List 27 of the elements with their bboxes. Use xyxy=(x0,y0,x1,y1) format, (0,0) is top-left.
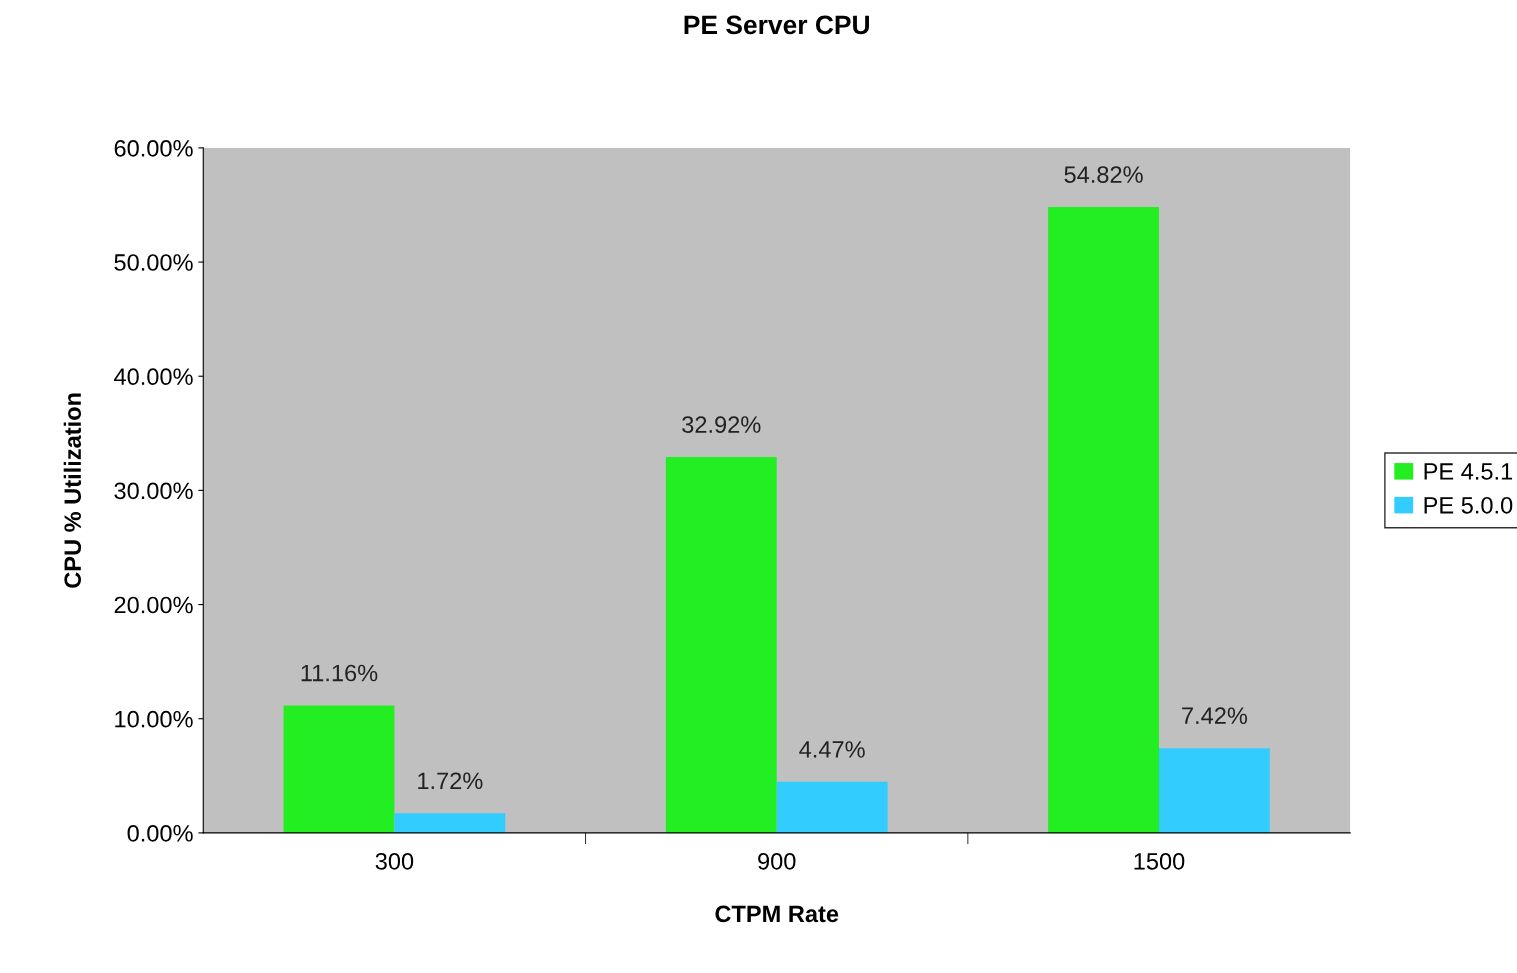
data-label: 1.72% xyxy=(418,772,483,790)
y-tick-label: 30.00% xyxy=(114,482,193,500)
legend-label: PE 5.0.0 xyxy=(1424,496,1513,514)
y-tick-label: 60.00% xyxy=(114,139,193,157)
y-tick-label: 40.00% xyxy=(114,368,193,386)
data-label: 7.42% xyxy=(1182,707,1248,724)
data-label: 54.82% xyxy=(1064,166,1143,183)
data-label: 4.47% xyxy=(799,741,865,758)
y-axis-title: CPU % Utilization xyxy=(63,393,82,588)
bar xyxy=(665,457,777,833)
x-tick-label: 1500 xyxy=(1134,852,1185,870)
y-tick-label: 0.00% xyxy=(127,824,193,842)
legend-label: PE 4.5.1 xyxy=(1424,463,1513,480)
data-label: 32.92% xyxy=(682,416,761,433)
x-tick-label: 900 xyxy=(758,852,796,870)
x-axis-title: CTPM Rate xyxy=(715,905,839,923)
bar xyxy=(1158,748,1270,833)
bar xyxy=(283,705,395,833)
y-tick-label: 50.00% xyxy=(114,254,193,271)
bar xyxy=(1048,207,1159,833)
y-tick-label: 20.00% xyxy=(114,596,193,614)
bar xyxy=(394,813,506,833)
chart-title: PE Server CPU xyxy=(684,15,869,35)
bar xyxy=(776,781,888,833)
y-tick-label: 10.00% xyxy=(115,710,193,728)
data-label: 11.16% xyxy=(301,664,378,682)
x-tick-label: 300 xyxy=(375,852,414,870)
